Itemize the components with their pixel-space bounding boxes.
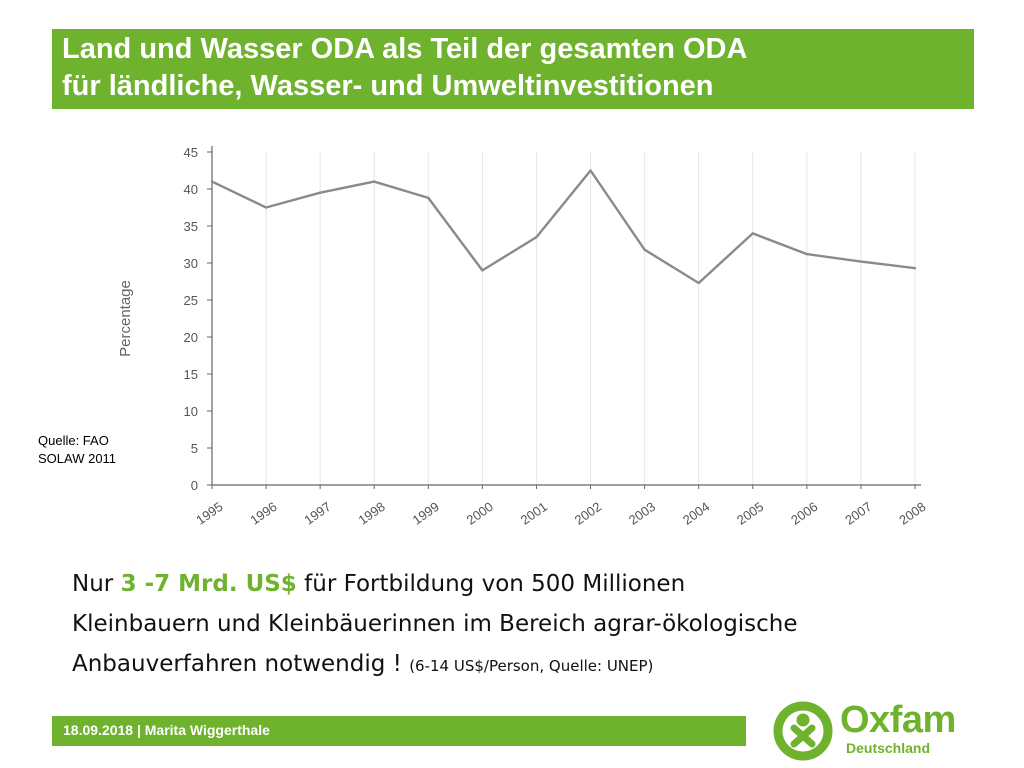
data-point-2004 bbox=[697, 281, 700, 285]
body-highlight: 3 -7 Mrd. US$ bbox=[120, 571, 297, 597]
data-point-2006 bbox=[805, 252, 809, 256]
x-tick-label-2008: 2008 bbox=[896, 499, 928, 528]
oxfam-logo-subtitle: Deutschland bbox=[846, 740, 931, 756]
x-tick-label-2006: 2006 bbox=[788, 499, 820, 528]
data-point-2000 bbox=[481, 269, 484, 272]
data-point-1995 bbox=[210, 180, 214, 183]
x-tick-label-2003: 2003 bbox=[626, 499, 658, 528]
data-point-2005 bbox=[751, 232, 754, 235]
x-tick-label-1995: 1995 bbox=[193, 499, 225, 528]
source-note: Quelle: FAO SOLAW 2011 bbox=[38, 432, 148, 468]
x-tick-label-1996: 1996 bbox=[247, 499, 279, 528]
x-tick-label-2005: 2005 bbox=[734, 499, 766, 528]
slide-title-line-2: für ländliche, Wasser- und Umweltinvesti… bbox=[62, 70, 714, 102]
oxfam-logo: Oxfam Deutschland bbox=[772, 700, 1012, 762]
body-text: Nur 3 -7 Mrd. US$ für Fortbildung von 50… bbox=[72, 564, 972, 686]
x-tick-label-2007: 2007 bbox=[842, 499, 874, 528]
body-line-1-start: Nur bbox=[72, 571, 121, 597]
body-line-3-text: Anbauverfahren notwendig ! bbox=[72, 651, 410, 677]
series-line bbox=[211, 169, 916, 285]
body-line-1-end: für Fortbildung von 500 Millionen bbox=[296, 571, 686, 597]
y-tick-label-40: 40 bbox=[184, 182, 198, 197]
y-tick-label-15: 15 bbox=[184, 367, 198, 382]
oxfam-logo-word: Oxfam bbox=[840, 699, 956, 741]
data-point-2002 bbox=[589, 169, 592, 172]
data-point-2003 bbox=[643, 248, 646, 251]
data-point-2008 bbox=[913, 266, 917, 270]
y-tick-label-10: 10 bbox=[184, 404, 198, 419]
y-tick-label-25: 25 bbox=[184, 293, 198, 308]
source-line-1: Quelle: FAO bbox=[38, 433, 109, 448]
source-line-2: SOLAW 2011 bbox=[38, 451, 117, 466]
x-tick-label-2001: 2001 bbox=[518, 499, 550, 528]
x-tick-label-2000: 2000 bbox=[464, 499, 496, 528]
body-line-3: Anbauverfahren notwendig ! (6-14 US$/Per… bbox=[72, 644, 972, 686]
line-chart: 0 5 10 15 20 25 30 35 40 45 1995 1996 1997 1998 1999 20… bbox=[117, 145, 929, 528]
x-tick-label-2004: 2004 bbox=[680, 499, 712, 528]
body-line-2: Kleinbauern und Kleinbäuerinnen im Berei… bbox=[72, 611, 798, 637]
oxfam-logo-icon bbox=[773, 701, 833, 761]
y-axis-title: Percentage bbox=[117, 280, 134, 357]
x-tick-label-1998: 1998 bbox=[356, 499, 388, 528]
x-tick-label-1999: 1999 bbox=[410, 499, 442, 528]
y-tick-label-5: 5 bbox=[191, 441, 198, 456]
y-tick-label-30: 30 bbox=[184, 256, 198, 271]
footer-bar: 18.09.2018 | Marita Wiggerthale bbox=[52, 716, 746, 746]
slide-title: Land und Wasser ODA als Teil der gesamte… bbox=[52, 29, 974, 109]
data-point-1997 bbox=[318, 191, 322, 194]
data-point-1998 bbox=[373, 180, 376, 183]
x-tick-label-2002: 2002 bbox=[572, 499, 604, 528]
y-tick-label-35: 35 bbox=[184, 219, 198, 234]
y-tick-label-0: 0 bbox=[191, 478, 198, 493]
y-tick-label-45: 45 bbox=[184, 145, 198, 160]
data-point-2001 bbox=[535, 235, 538, 239]
x-tick-label-1997: 1997 bbox=[301, 499, 333, 528]
slide-title-line-1: Land und Wasser ODA als Teil der gesamte… bbox=[62, 33, 748, 65]
footer-text: 18.09.2018 | Marita Wiggerthale bbox=[63, 722, 270, 738]
data-point-1999 bbox=[427, 196, 430, 200]
body-line-1: Nur 3 -7 Mrd. US$ für Fortbildung von 50… bbox=[72, 564, 972, 604]
y-tick-label-20: 20 bbox=[184, 330, 198, 345]
body-source-note: (6-14 US$/Person, Quelle: UNEP) bbox=[409, 657, 654, 675]
data-point-2007 bbox=[859, 260, 863, 263]
data-point-1996 bbox=[264, 206, 268, 209]
